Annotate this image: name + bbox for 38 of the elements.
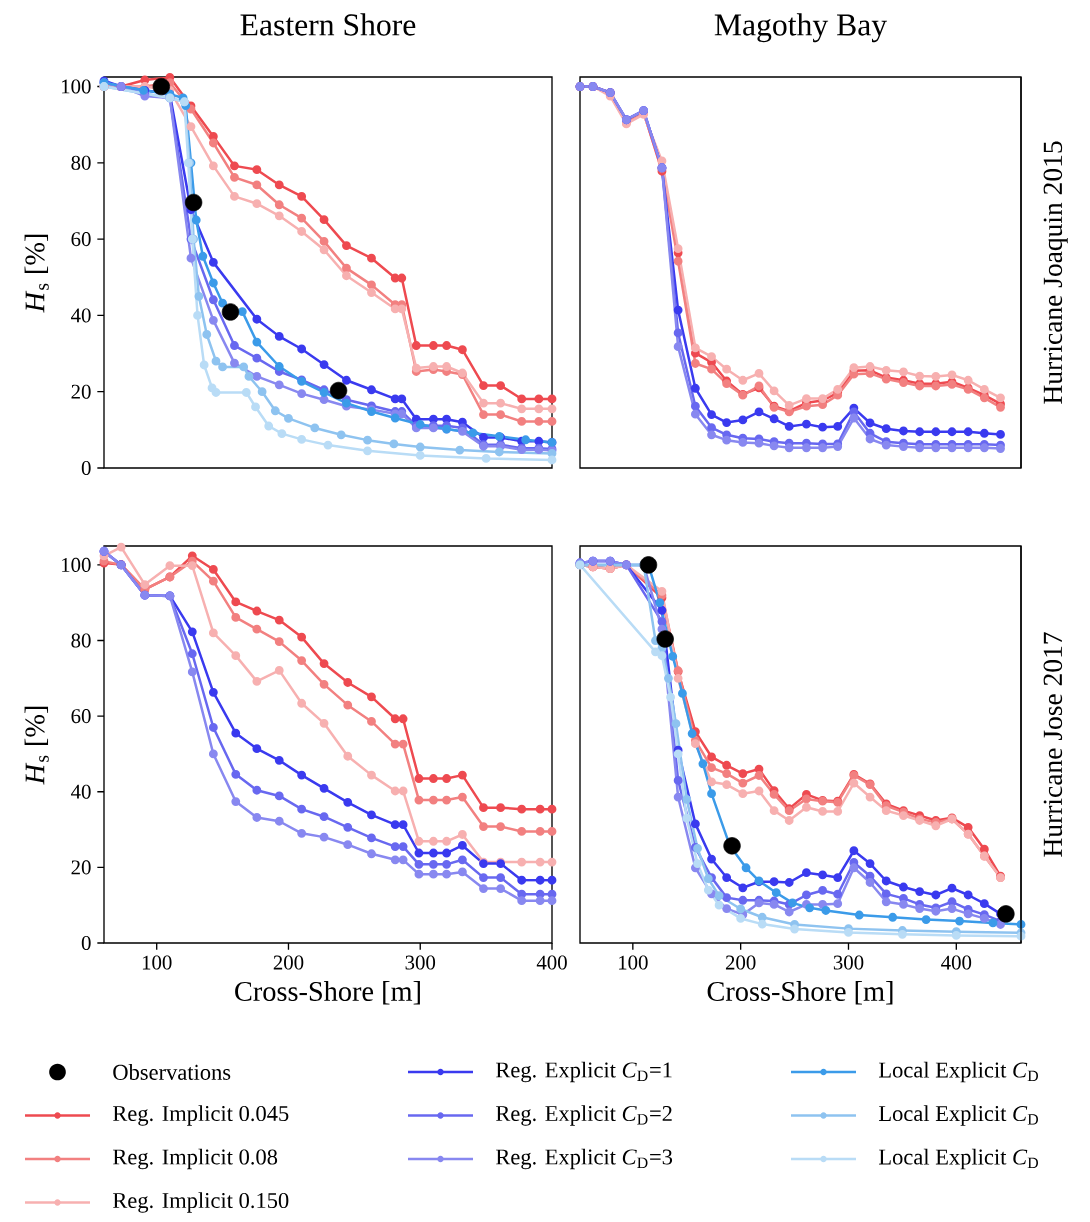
x-tick-label: 400 <box>941 955 972 970</box>
x-axis-title: Cross-Shore [m] <box>707 981 893 1005</box>
legend-label: Local Explicit C$_{D}$ <box>878 1148 1038 1170</box>
y-axis-title: H$_{s}$ [%] <box>24 706 49 785</box>
legend-label: Reg. Implicit 0.045 <box>112 1105 289 1126</box>
y-tick-label: 0 <box>81 460 91 476</box>
legend-label: Observations <box>113 1064 231 1080</box>
x-tick-label: 200 <box>725 955 756 970</box>
x-tick-label: 300 <box>833 955 864 970</box>
x-tick-label: 100 <box>619 955 648 970</box>
x-axis-title: Cross-Shore [m] <box>235 981 420 1005</box>
y-tick-label: 20 <box>71 860 91 875</box>
legend-label: Reg. Explicit C$_{D}$=1 <box>495 1061 672 1083</box>
chart-title: Magothy Bay <box>714 13 887 43</box>
legend-label: Reg. Implicit 0.08 <box>112 1148 278 1170</box>
x-tick-label: 400 <box>536 955 567 970</box>
legend-label: Local Explicit C$_{D}$ <box>878 1061 1038 1083</box>
chart-title: Eastern Shore <box>240 13 416 36</box>
legend-label: Reg. Explicit C$_{D}$=2 <box>495 1105 672 1126</box>
y-tick-label: 40 <box>71 308 91 323</box>
y2-axis-title: Hurricane Joaquin 2015 <box>1043 141 1068 404</box>
y-tick-label: 40 <box>71 784 91 799</box>
legend-label: Local Explicit C$_{D}$ <box>878 1105 1038 1126</box>
y-tick-label: 60 <box>71 232 91 247</box>
x-tick-label: 300 <box>405 955 436 970</box>
legend-label: Reg. Explicit C$_{D}$=3 <box>495 1148 673 1170</box>
y2-axis-title: Hurricane Jose 2017 <box>1043 632 1063 857</box>
y-tick-label: 60 <box>71 709 91 724</box>
y-tick-label: 80 <box>71 633 91 648</box>
y-tick-label: 100 <box>62 557 91 572</box>
y-tick-label: 20 <box>71 384 91 399</box>
y-tick-label: 100 <box>62 79 91 94</box>
y-tick-label: 0 <box>81 935 91 951</box>
x-tick-label: 100 <box>142 955 172 970</box>
y-tick-label: 80 <box>71 155 91 170</box>
x-tick-label: 200 <box>273 955 304 970</box>
y-axis-title: H$_{s}$ [%] <box>24 234 49 313</box>
legend-label: Reg. Implicit 0.150 <box>112 1192 289 1213</box>
